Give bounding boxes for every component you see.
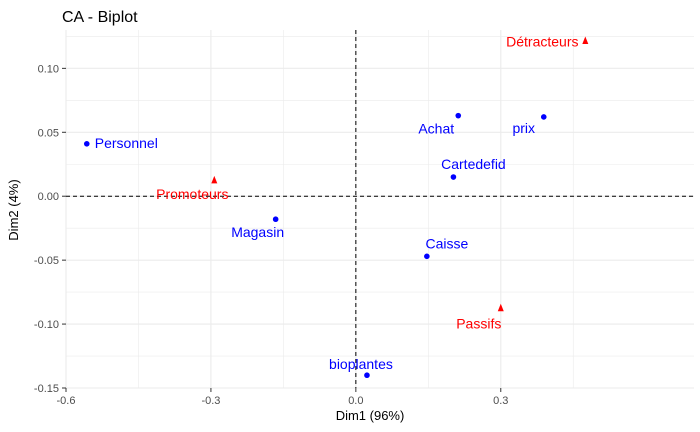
row-point-marker <box>424 253 430 260</box>
x-tick-label: 0.3 <box>493 395 508 407</box>
y-tick-label: 0.05 <box>38 127 59 139</box>
point-labels: Personnel Magasin Achat prix Cartedefid Caiss… <box>95 34 579 373</box>
row-point-marker <box>540 114 547 120</box>
point-label: Personnel <box>95 135 158 151</box>
point-label: Achat <box>418 121 454 137</box>
x-tick-label: 0.0 <box>348 395 363 407</box>
y-tick-label: -0.15 <box>34 383 59 395</box>
point-label: Passifs <box>456 316 501 332</box>
point-label: prix <box>512 120 535 136</box>
point-label: Détracteurs <box>506 34 578 50</box>
column-point-marker <box>582 36 589 45</box>
point-label: bioplantes <box>329 356 393 372</box>
x-tick-label: -0.6 <box>57 395 76 407</box>
y-tick-label: -0.05 <box>34 255 59 267</box>
row-point-marker <box>83 140 90 147</box>
plot-grid <box>65 30 694 389</box>
y-tick-label: 0.00 <box>38 191 59 203</box>
y-tick-label: 0.10 <box>38 63 59 75</box>
point-label: Caisse <box>425 235 468 251</box>
data-points <box>83 36 589 379</box>
x-tick-label: -0.3 <box>201 395 220 407</box>
point-label: Magasin <box>231 224 284 240</box>
point-label: Promoteurs <box>156 186 228 202</box>
x-axis-title: Dim1 (96%) <box>336 408 405 423</box>
point-label: Cartedefid <box>441 156 506 172</box>
row-point-marker <box>450 174 457 180</box>
chart-title: CA - Biplot <box>62 9 138 26</box>
column-point-marker <box>211 175 218 184</box>
y-tick-label: -0.10 <box>34 319 59 331</box>
y-axis-title: Dim2 (4%) <box>6 179 21 240</box>
row-point-marker <box>455 112 462 119</box>
row-point-marker <box>364 372 370 379</box>
reference-lines <box>66 30 694 388</box>
row-point-marker <box>272 216 279 223</box>
column-point-marker <box>497 303 504 312</box>
axes: -0.6 -0.3 0.0 0.3 -0.15 -0.10 -0.05 0.00 0.05 0.1… <box>34 63 508 407</box>
